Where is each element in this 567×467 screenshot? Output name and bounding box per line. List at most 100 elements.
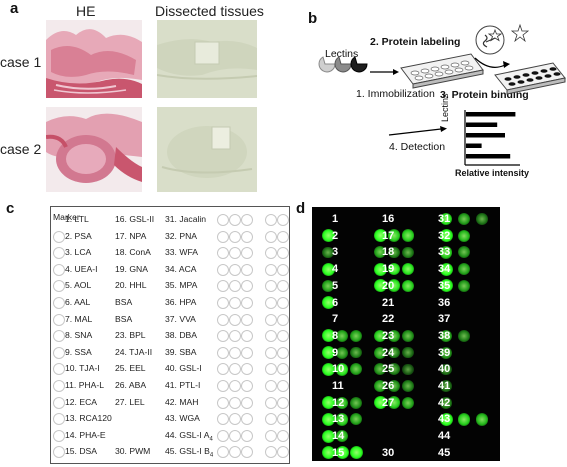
array-row-label: 8 bbox=[332, 329, 339, 342]
spot-circle bbox=[53, 297, 65, 309]
fluorescent-spot bbox=[388, 246, 400, 259]
fluorescent-spot bbox=[402, 346, 414, 359]
fluorescent-spot bbox=[439, 246, 453, 259]
detection-bar bbox=[466, 112, 516, 117]
fluorescent-spot bbox=[374, 363, 386, 376]
layout-cell: 43. WGA bbox=[165, 413, 200, 424]
spot-circle bbox=[241, 214, 253, 226]
array-row-label: 26 bbox=[382, 380, 395, 392]
spot-circle bbox=[217, 396, 229, 409]
fluorescent-spot bbox=[439, 329, 453, 342]
fluorescent-spot bbox=[321, 396, 335, 410]
array-row-label: 31 bbox=[438, 213, 451, 225]
spot-circle bbox=[241, 247, 253, 260]
fluorescent-spot bbox=[402, 246, 414, 259]
spot-circle bbox=[265, 280, 277, 293]
layout-cell: 15. DSA bbox=[65, 446, 98, 457]
spot-circle bbox=[241, 429, 253, 442]
spot-circle bbox=[229, 330, 241, 343]
fluorescent-spot bbox=[388, 380, 400, 392]
fluorescent-spot bbox=[440, 396, 452, 409]
spot-circle bbox=[265, 346, 277, 359]
fluorescent-spot bbox=[321, 446, 335, 460]
fluorescent-spot bbox=[335, 446, 349, 460]
bar-ylabel: Lectins bbox=[440, 93, 450, 122]
array-row-label: 40 bbox=[438, 363, 451, 376]
layout-cell: 7. MAL bbox=[65, 313, 93, 324]
spot-circle bbox=[241, 380, 253, 392]
fluorescent-spot bbox=[322, 246, 334, 259]
spot-circle bbox=[241, 263, 253, 276]
spot-circle bbox=[53, 346, 65, 359]
spot-circle bbox=[265, 247, 277, 260]
spot-circle bbox=[217, 446, 229, 459]
fluorescent-spot bbox=[402, 329, 414, 342]
fluorescent-spot bbox=[458, 246, 470, 259]
spot-circle bbox=[241, 230, 253, 243]
he-image-case-2 bbox=[46, 107, 142, 192]
spot-circle bbox=[53, 363, 65, 376]
spot-circle bbox=[277, 380, 289, 392]
spot-circle bbox=[217, 363, 229, 376]
subscript: 4 bbox=[209, 436, 213, 443]
spot-circle bbox=[241, 396, 253, 409]
array-row-label: 45 bbox=[438, 446, 451, 459]
spot-circle bbox=[241, 280, 253, 293]
dissected-image-case-2 bbox=[157, 107, 257, 192]
detection-bars bbox=[466, 112, 516, 159]
layout-cell: 10. TJA-I bbox=[65, 363, 100, 374]
layout-cell: 2. PSA bbox=[65, 230, 92, 241]
fluorescent-spot bbox=[457, 212, 471, 226]
layout-cell: 41. PTL-I bbox=[165, 380, 201, 390]
fluorescent-spot bbox=[457, 229, 471, 242]
spot-circle bbox=[277, 297, 289, 309]
detection-bar bbox=[466, 154, 511, 159]
layout-cell: 20. HHL bbox=[115, 280, 147, 291]
layout-cell: 12. ECA bbox=[65, 396, 98, 407]
lectin-microarray-scan: 1 16 31 2 17 32 3 18 33 4 19 34 5 20 35 6 21 36 7 22 37 8 23 38… bbox=[312, 207, 500, 461]
spot-circle bbox=[265, 263, 277, 276]
layout-cell: 32. PNA bbox=[165, 230, 198, 241]
array-row-label: 10 bbox=[332, 363, 345, 376]
spot-circle bbox=[53, 396, 65, 409]
spot-circle bbox=[277, 363, 289, 376]
spot-circle bbox=[241, 346, 253, 359]
fluorescent-spot bbox=[373, 346, 387, 359]
fluorescent-spot bbox=[401, 262, 415, 276]
array-row-label: 39 bbox=[438, 346, 451, 359]
spot-circle bbox=[265, 313, 277, 326]
lectin-layout-table: Marker 1. LTL 16. GSL-II 31. Jacalin 2. PSA 1… bbox=[50, 206, 290, 464]
spot-circle bbox=[53, 313, 65, 326]
spot-circle bbox=[229, 346, 241, 359]
fluorescent-spot bbox=[457, 279, 471, 292]
fluorescent-spot bbox=[335, 413, 349, 426]
detection-bar bbox=[466, 143, 482, 148]
layout-cell: 34. ACA bbox=[165, 263, 197, 274]
layout-cell: 23. BPL bbox=[115, 330, 146, 341]
spot-circle bbox=[217, 263, 229, 276]
layout-cell: 45. GSL-I B4 bbox=[165, 446, 214, 460]
spot-circle bbox=[241, 413, 253, 426]
fluorescent-spot bbox=[388, 363, 400, 376]
spot-circle bbox=[265, 380, 277, 392]
array-row-label: 37 bbox=[438, 313, 451, 326]
layout-cell: 38. DBA bbox=[165, 330, 198, 341]
spot-circle bbox=[277, 346, 289, 359]
array-row-label: 22 bbox=[382, 313, 395, 326]
array-row-label: 7 bbox=[332, 313, 339, 326]
panel-b-label: b bbox=[308, 10, 318, 27]
fluorescent-spot bbox=[336, 346, 348, 359]
fluorescent-spot bbox=[321, 262, 335, 276]
he-image-case-1 bbox=[46, 20, 142, 98]
fluorescent-spot bbox=[321, 429, 335, 443]
spot-circle bbox=[229, 396, 241, 409]
array-row-label: 25 bbox=[382, 363, 395, 376]
fluorescent-spot bbox=[349, 329, 363, 342]
fluorescent-spot bbox=[373, 229, 387, 243]
fluorescent-spot bbox=[457, 413, 471, 426]
spot-circle bbox=[265, 429, 277, 442]
layout-cell: 1. LTL bbox=[65, 214, 89, 224]
array-row-label: 42 bbox=[438, 396, 451, 409]
fluorescent-spot bbox=[373, 246, 387, 259]
spot-circle bbox=[277, 214, 289, 226]
